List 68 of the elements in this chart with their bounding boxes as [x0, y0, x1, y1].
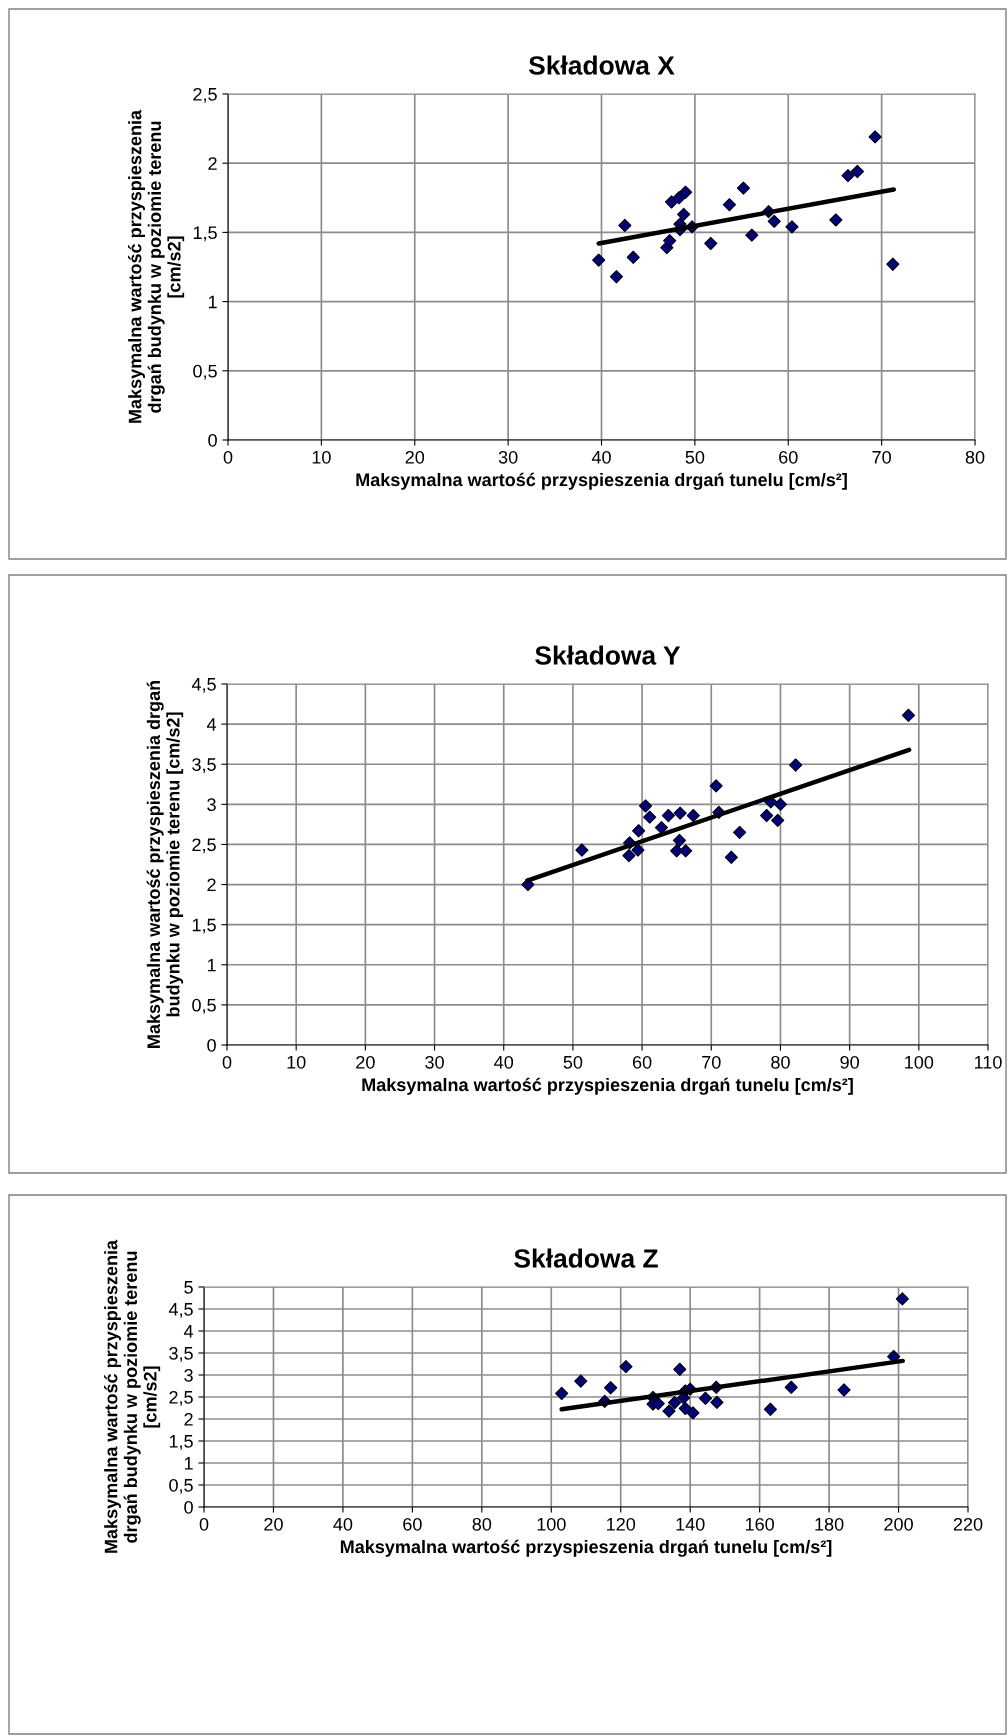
y-tick-label: 2 [207, 878, 216, 892]
y-axis-title: Maksymalna wartość przyspieszenia drgań budynku w poziomie terenu [cm/s2] [146, 680, 184, 1048]
y-tick-label: 3 [184, 1368, 193, 1382]
y-tick-label: 1 [208, 295, 217, 309]
x-tick-label: 80 [472, 1517, 492, 1531]
y-tick-label: 0,5 [192, 998, 216, 1014]
x-tick-label: 40 [494, 1055, 514, 1069]
y-tick-label: 2,5 [169, 1390, 193, 1406]
y-tick-label: 0,5 [169, 1478, 193, 1494]
y-tick-label: 2 [184, 1412, 193, 1426]
y-tick-label: 1,5 [192, 918, 216, 934]
x-tick-label: 160 [745, 1517, 774, 1531]
x-tick-label: 70 [702, 1055, 721, 1069]
chart-title: Składowa Z [514, 1248, 658, 1268]
y-tick-label: 0 [207, 1038, 216, 1052]
x-tick-label: 60 [632, 1055, 652, 1069]
x-tick-label: 50 [685, 450, 705, 464]
x-tick-label: 110 [974, 1055, 1002, 1069]
y-tick-label: 0,5 [193, 364, 217, 380]
x-tick-label: 10 [312, 450, 331, 464]
x-tick-label: 20 [264, 1517, 283, 1531]
x-tick-label: 30 [498, 450, 518, 464]
x-tick-label: 100 [537, 1517, 566, 1531]
x-tick-label: 60 [403, 1517, 422, 1531]
x-tick-label: 40 [591, 450, 611, 464]
x-tick-label: 60 [779, 450, 798, 464]
y-tick-label: 2,5 [192, 838, 216, 854]
x-tick-label: 0 [222, 1055, 232, 1069]
x-axis-title: Maksymalna wartość przyspieszenia drgań tunelu [cm/s²] [356, 472, 847, 490]
x-axis-title: Maksymalna wartość przyspieszenia drgań tunelu [cm/s²] [340, 1539, 832, 1557]
y-tick-label: 3 [207, 798, 216, 812]
y-axis-title: Maksymalna wartość przyspieszenia drgań budynku w poziomie terenu [cm/s2] [104, 1239, 161, 1553]
x-tick-label: 120 [607, 1517, 636, 1531]
y-tick-label: 3,5 [169, 1346, 193, 1362]
y-tick-label: 1 [207, 958, 216, 972]
x-tick-label: 20 [405, 450, 425, 464]
x-tick-label: 40 [333, 1517, 353, 1531]
x-tick-label: 30 [425, 1055, 444, 1069]
x-tick-label: 80 [771, 1055, 790, 1069]
x-axis-title: Maksymalna wartość przyspieszenia drgań tunelu [cm/s²] [362, 1077, 853, 1095]
y-tick-label: 0 [208, 433, 217, 447]
y-tick-label: 4 [206, 718, 217, 731]
y-axis-title: Maksymalna wartość przyspieszenia drgań budynku w poziomie terenu [cm/s2] [128, 109, 185, 423]
x-tick-label: 200 [884, 1517, 913, 1531]
y-tick-label: 3,5 [192, 758, 216, 774]
y-tick-label: 1,5 [169, 1435, 193, 1450]
x-tick-label: 70 [872, 450, 891, 464]
x-tick-label: 10 [287, 1055, 306, 1069]
x-tick-label: 20 [356, 1055, 375, 1069]
y-tick-label: 4,5 [191, 678, 216, 693]
x-tick-label: 50 [563, 1055, 583, 1069]
x-tick-label: 220 [953, 1517, 983, 1531]
y-tick-label: 4,5 [168, 1303, 193, 1318]
y-tick-label: 0 [184, 1500, 193, 1514]
x-tick-label: 180 [815, 1517, 844, 1531]
y-tick-label: 1,5 [193, 226, 217, 242]
x-tick-label: 140 [676, 1517, 705, 1531]
y-tick-label: 4 [183, 1325, 194, 1338]
y-tick-label: 5 [184, 1281, 193, 1294]
x-tick-label: 80 [965, 450, 985, 464]
x-tick-label: 100 [905, 1055, 934, 1069]
y-tick-label: 2 [208, 157, 217, 170]
y-tick-label: 2,5 [193, 87, 217, 103]
x-tick-label: 0 [223, 450, 233, 464]
y-tick-label: 1 [184, 1457, 193, 1470]
chart-title: Składowa X [528, 55, 675, 75]
x-tick-label: 90 [840, 1055, 859, 1069]
chart-title: Składowa Y [535, 645, 681, 665]
